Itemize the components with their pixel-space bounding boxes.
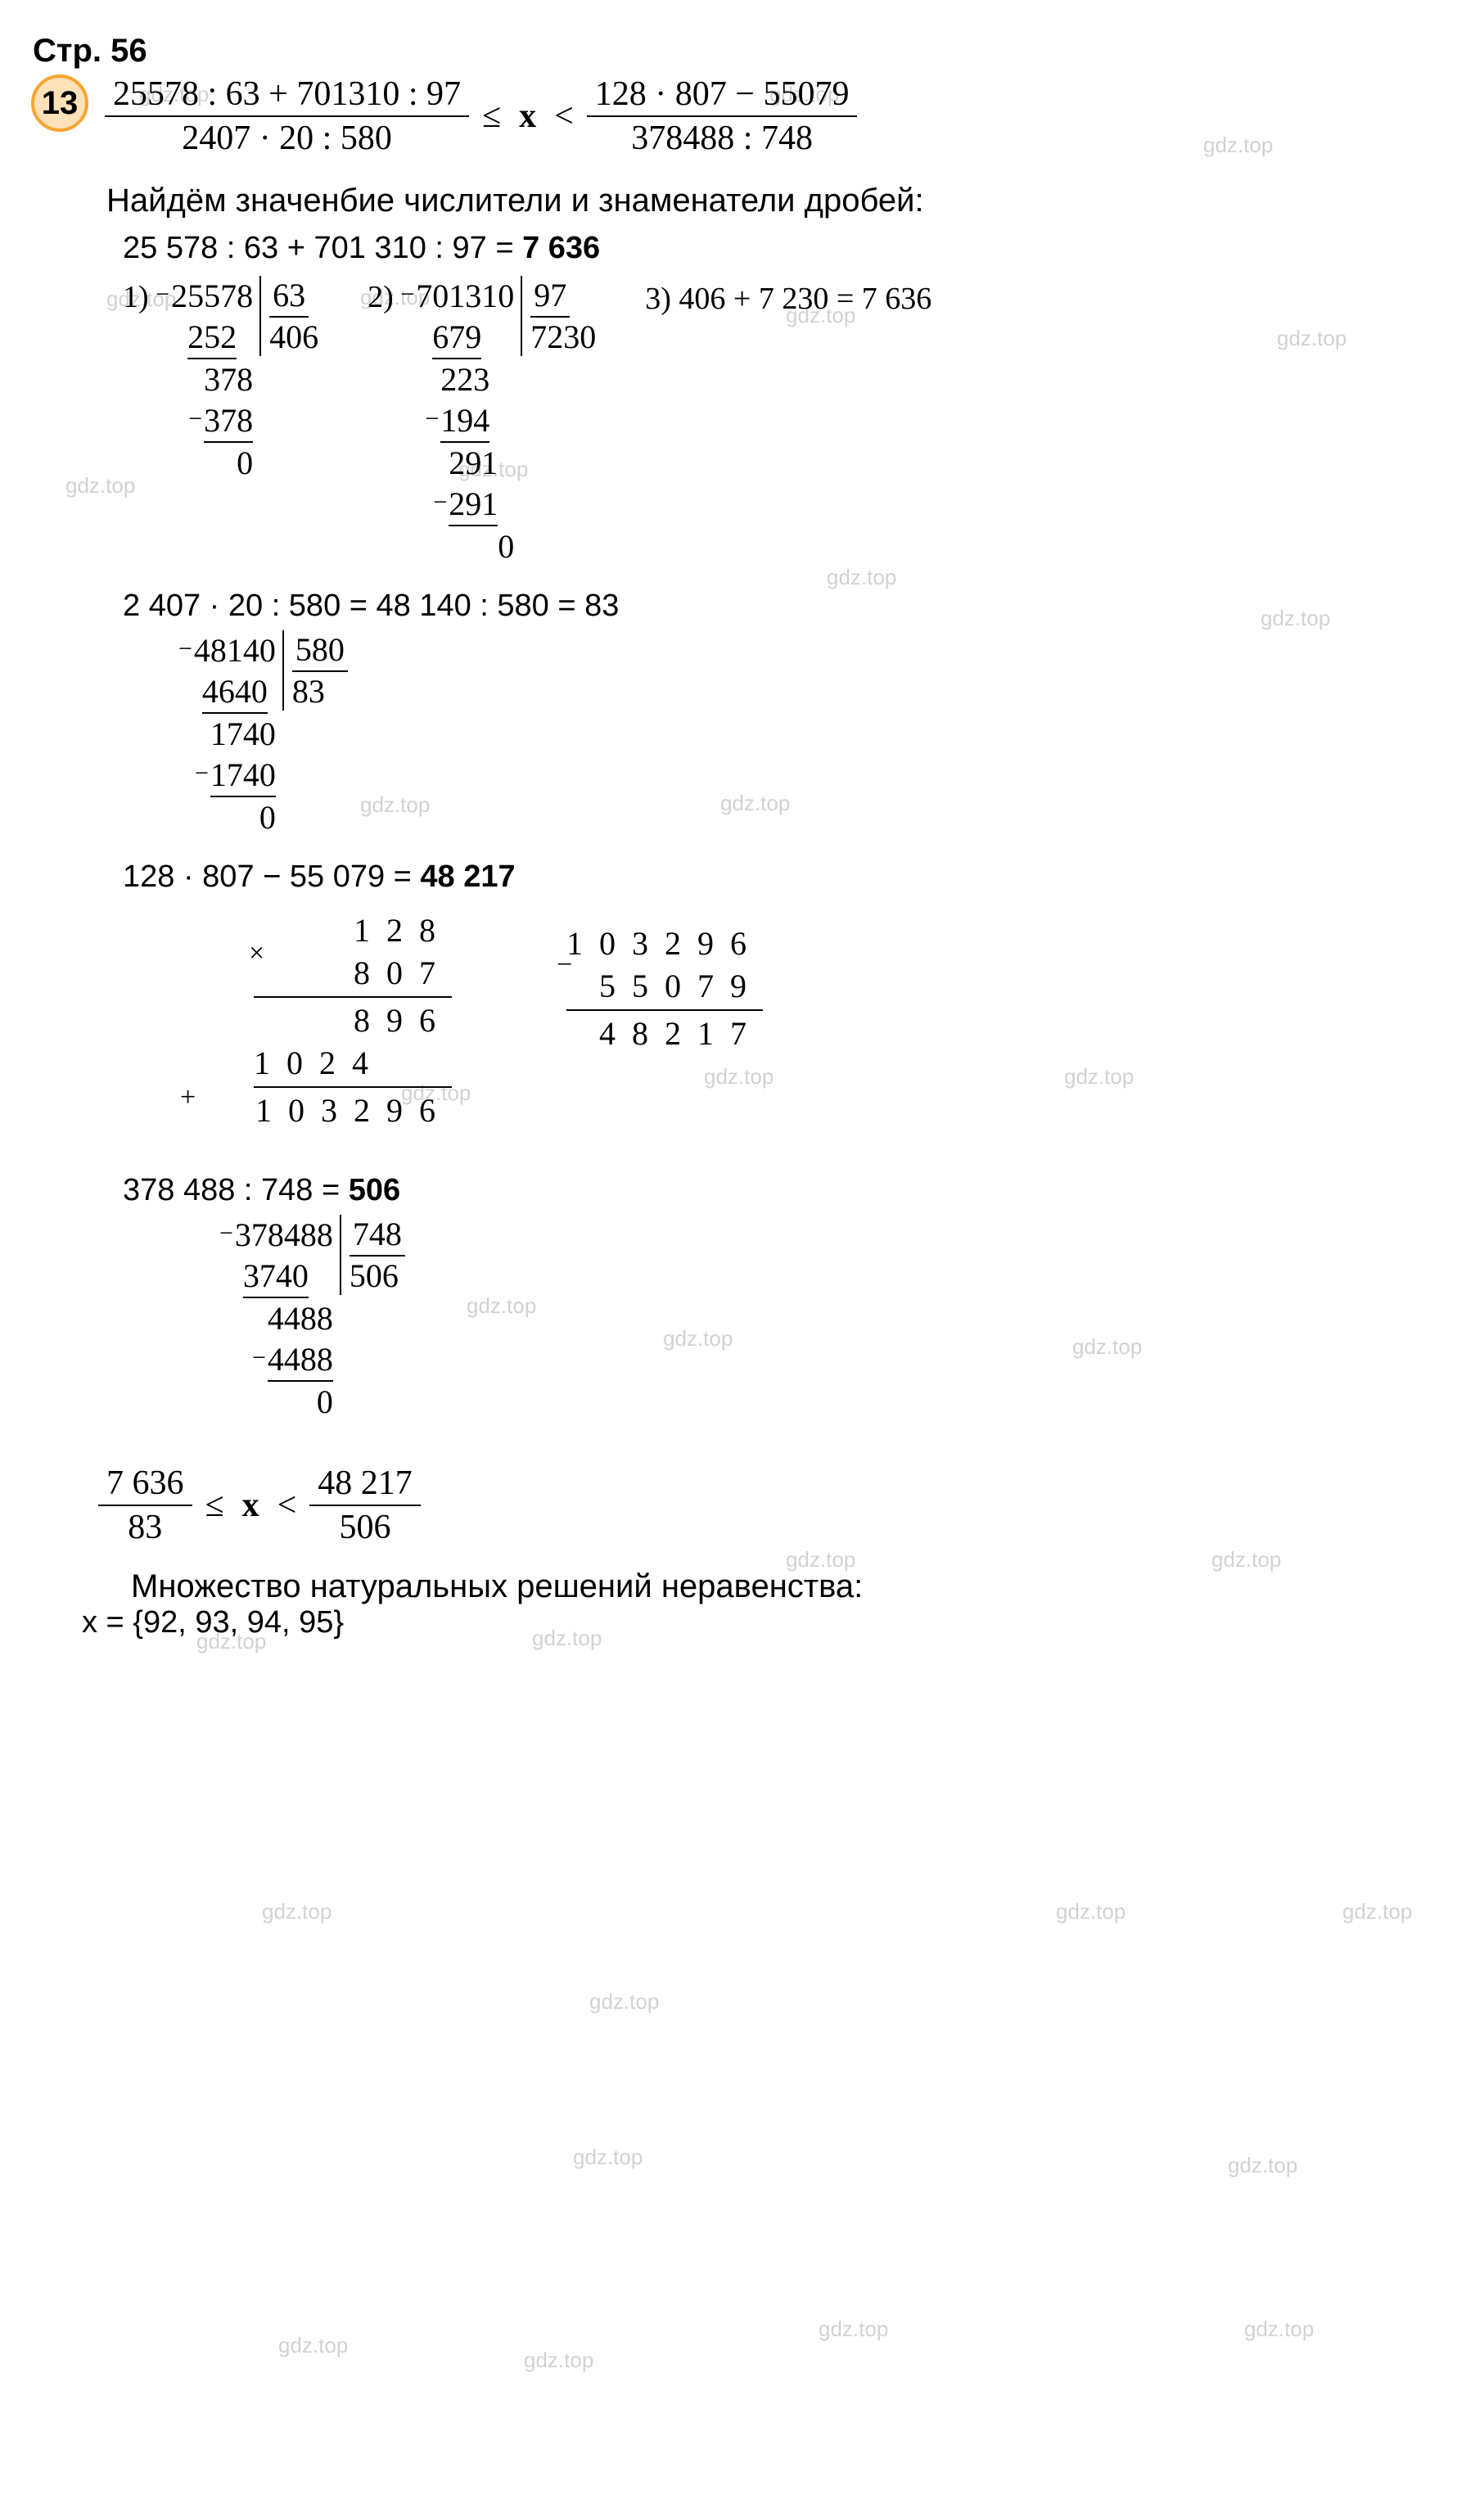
solution-set: x = {92, 93, 94, 95} bbox=[82, 1605, 1468, 1640]
watermark: gdz.top bbox=[1342, 1899, 1412, 1924]
conclusion-label: Множество натуральных решений неравенств… bbox=[131, 1568, 1468, 1605]
watermark: gdz.top bbox=[278, 2333, 348, 2358]
ineq-left-den: 2407 · 20 : 580 bbox=[105, 115, 469, 158]
expr3: 128 · 807 − 55 079 = 48 217 bbox=[123, 859, 1468, 895]
watermark: gdz.top bbox=[1056, 1899, 1125, 1924]
long-division-4: 378488 3740 4488 4488 0 748 506 bbox=[221, 1215, 405, 1423]
calc-row-1: 1) 25578 252 378 378 0 63 406 2) 70 bbox=[123, 276, 1468, 567]
final-inequality: 7 636 83 ≤ x < 48 217 506 bbox=[98, 1464, 1468, 1547]
ineq-left-num: 25578 : 63 + 701310 : 97 bbox=[105, 74, 469, 115]
long-division-1: 25578 252 378 378 0 63 406 bbox=[157, 276, 318, 484]
watermark: gdz.top bbox=[573, 2145, 643, 2170]
long-division-2: 701310 679 223 194 291 291 0 97 7230 bbox=[402, 276, 596, 567]
problem-row: 13 25578 : 63 + 701310 : 97 2407 · 20 : … bbox=[16, 74, 1468, 158]
page-label: Стр. 56 bbox=[33, 33, 1468, 70]
subtraction-work: − 103296 55079 48217 bbox=[566, 923, 763, 1055]
ld2-label: 2) bbox=[368, 280, 394, 314]
problem-number-badge: 13 bbox=[31, 74, 88, 132]
intro-text: Найдём значенбие числители и знаменатели… bbox=[106, 183, 1468, 219]
long-division-3: 48140 4640 1740 1740 0 580 83 bbox=[180, 630, 348, 838]
main-inequality: 25578 : 63 + 701310 : 97 2407 · 20 : 580… bbox=[105, 74, 857, 158]
watermark: gdz.top bbox=[524, 2348, 593, 2373]
ineq-right-den: 378488 : 748 bbox=[587, 115, 858, 158]
watermark: gdz.top bbox=[1244, 2317, 1314, 2342]
calc-row-2: × 128 807 896 + 1024 103296 − 103296 550… bbox=[254, 909, 1468, 1132]
step3: 3) 406 + 7 230 = 7 636 bbox=[645, 276, 931, 317]
ld1-label: 1) bbox=[123, 280, 149, 314]
watermark: gdz.top bbox=[819, 2317, 888, 2342]
lt-sign: < bbox=[549, 97, 579, 136]
multiplication-work: × 128 807 896 + 1024 103296 bbox=[254, 909, 452, 1132]
le-sign: ≤ bbox=[477, 97, 506, 136]
watermark: gdz.top bbox=[589, 1989, 659, 2014]
expr4: 378 488 : 748 = 506 bbox=[123, 1173, 1468, 1208]
ineq-right-num: 128 · 807 − 55079 bbox=[587, 74, 858, 115]
watermark: gdz.top bbox=[1228, 2153, 1297, 2178]
expr2: 2 407 · 20 : 580 = 48 140 : 580 = 83 bbox=[123, 589, 1468, 624]
expr1: 25 578 : 63 + 701 310 : 97 = 7 636 bbox=[123, 231, 1468, 266]
var-x: x bbox=[514, 97, 541, 136]
watermark: gdz.top bbox=[262, 1899, 332, 1924]
